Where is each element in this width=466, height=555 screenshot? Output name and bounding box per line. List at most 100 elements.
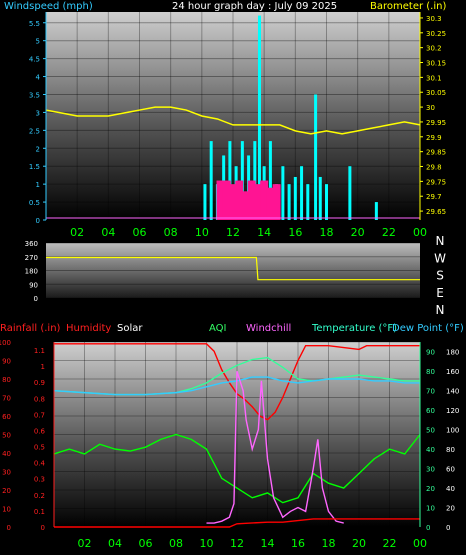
- top-x-tick-label: 18: [320, 226, 334, 239]
- barometer-line: [45, 106, 421, 135]
- top-right-tick-label: 29.65: [426, 208, 446, 216]
- bottom-axes: 10090807060504030201001.110.90.80.70.60.…: [0, 339, 459, 532]
- top-right-tick-label: 30.1: [426, 74, 442, 82]
- humidity-line: [54, 343, 420, 421]
- solar-tick-label: 20: [446, 505, 455, 513]
- gust-bar: [247, 180, 256, 220]
- bottom-series: [53, 343, 421, 528]
- compass-label: W: [434, 251, 446, 265]
- dewpoint-legend: Dew Point (°F): [392, 323, 464, 334]
- direction-tick-label: 180: [25, 268, 38, 276]
- humidity-tick-label: 60: [2, 413, 11, 421]
- rainfall-line: [54, 518, 420, 528]
- rain-tick-label: 0.4: [34, 460, 46, 468]
- wind-bar: [257, 15, 261, 220]
- compass-label: E: [436, 286, 444, 300]
- rain-tick-label: 1: [41, 363, 45, 371]
- bottom-x-tick-label: 12: [230, 537, 244, 550]
- bottom-x-tick-label: 08: [169, 537, 183, 550]
- wind-bar: [374, 202, 378, 220]
- wind-bar: [293, 176, 297, 220]
- temperature-tick-label: 20: [426, 485, 435, 493]
- wind-bar: [314, 94, 318, 220]
- rain-tick-label: 0.6: [34, 427, 46, 435]
- top-left-tick-label: 0: [36, 217, 40, 225]
- compass-label: N: [436, 234, 445, 248]
- wind-bar: [306, 184, 310, 220]
- temperature-tick-label: 10: [426, 505, 435, 513]
- top-left-axis: 5.5 5 4.5 4 3.5 3 2.5 2 1.5 1 0.5 0: [29, 12, 47, 225]
- gust-bar: [235, 180, 244, 220]
- bottom-x-tick-label: 22: [383, 537, 397, 550]
- wind-bar: [287, 184, 291, 220]
- gust-bar: [253, 184, 262, 220]
- temperature-tick-label: 90: [426, 349, 435, 357]
- top-x-tick-label: 04: [101, 226, 115, 239]
- top-right-tick-label: 30.15: [426, 60, 446, 68]
- direction-tick-label: 0: [34, 295, 38, 303]
- windchill-line: [206, 371, 344, 524]
- top-left-tick-label: 4: [36, 74, 41, 82]
- humidity-tick-label: 50: [2, 432, 11, 440]
- rain-tick-label: 0.3: [34, 476, 45, 484]
- solar-tick-label: 60: [446, 466, 455, 474]
- solar-tick-label: 160: [446, 368, 459, 376]
- temperature-tick-label: 0: [426, 524, 430, 532]
- direction-grid: [46, 242, 420, 299]
- top-x-tick-label: 08: [164, 226, 178, 239]
- top-right-tick-label: 30.05: [426, 89, 446, 97]
- top-left-tick-label: 2.5: [29, 127, 40, 135]
- bottom-x-tick-label: 10: [200, 537, 214, 550]
- temperature-tick-label: 30: [426, 466, 435, 474]
- top-right-tick-label: 30.3: [426, 15, 442, 23]
- top-right-tick-label: 30: [426, 104, 435, 112]
- gust-bar: [216, 180, 225, 220]
- wind-bar: [325, 184, 328, 220]
- direction-plot-area: [46, 243, 420, 298]
- top-right-tick-label: 29.75: [426, 178, 446, 186]
- windspeed-title: Windspeed (mph): [4, 1, 93, 12]
- top-left-tick-label: 1: [36, 181, 40, 189]
- solar-legend: Solar: [117, 323, 143, 334]
- humidity-tick-label: 30: [2, 469, 11, 477]
- bottom-x-tick-label: 20: [352, 537, 366, 550]
- rain-tick-label: 0.1: [34, 508, 45, 516]
- top-x-tick-label: 12: [226, 226, 240, 239]
- solar-tick-label: 100: [446, 427, 459, 435]
- graph-date-title: 24 hour graph day : July 09 2025: [172, 1, 337, 12]
- temperature-tick-label: 40: [426, 446, 435, 454]
- bottom-x-tick-label: 06: [139, 537, 153, 550]
- humidity-tick-label: 0: [7, 524, 11, 532]
- solar-tick-label: 180: [446, 349, 459, 357]
- barometer-title: Barometer (.in): [370, 1, 446, 12]
- solar-tick-label: 0: [446, 524, 450, 532]
- temperature-tick-label: 50: [426, 427, 435, 435]
- solar-tick-label: 40: [446, 485, 455, 493]
- wind-bar: [318, 176, 322, 220]
- gust-bar: [260, 180, 269, 220]
- top-left-tick-label: 1.5: [29, 163, 40, 171]
- gust-bar: [222, 180, 231, 220]
- top-left-tick-label: 0.5: [29, 199, 40, 207]
- top-right-tick-label: 29.9: [426, 134, 442, 142]
- top-right-tick-label: 29.7: [426, 193, 442, 201]
- humidity-tick-label: 90: [2, 358, 11, 366]
- top-x-tick-label: 16: [288, 226, 302, 239]
- wind-bar: [281, 166, 285, 220]
- bottom-x-tick-label: 14: [261, 537, 275, 550]
- humidity-tick-label: 10: [2, 506, 11, 514]
- top-series: [45, 15, 421, 220]
- top-right-axis: 30.3 30.25 30.2 30.15 30.1 30.05 30 29.95 29.9 29…: [419, 12, 446, 220]
- gust-bar: [266, 187, 275, 220]
- rain-tick-label: 0: [41, 524, 45, 532]
- humidity-tick-label: 70: [2, 395, 11, 403]
- humidity-tick-label: 80: [2, 376, 11, 384]
- top-x-tick-label: 20: [351, 226, 365, 239]
- wind-bar: [348, 166, 352, 220]
- top-right-tick-label: 29.95: [426, 119, 446, 127]
- rainfall-legend: Rainfall (.in): [0, 323, 61, 334]
- gust-bar: [229, 184, 237, 220]
